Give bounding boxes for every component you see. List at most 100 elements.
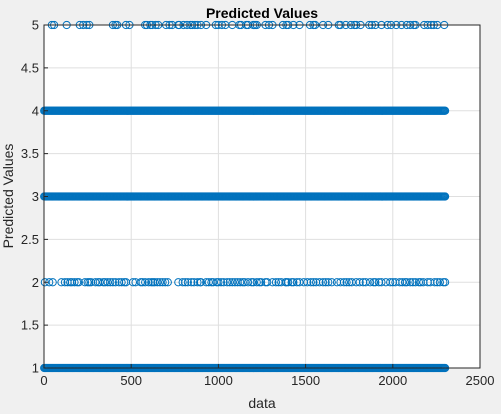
x-tick-label: 1500 bbox=[291, 373, 320, 388]
data-point bbox=[408, 278, 417, 287]
data-point bbox=[366, 278, 375, 287]
data-point bbox=[271, 278, 281, 287]
data-point bbox=[95, 278, 104, 287]
data-point bbox=[386, 278, 395, 287]
data-point bbox=[108, 278, 117, 287]
chart-title: Predicted Values bbox=[206, 5, 318, 21]
data-point bbox=[406, 278, 415, 287]
data-point bbox=[347, 278, 356, 287]
data-point bbox=[178, 278, 187, 287]
data-point bbox=[318, 278, 328, 287]
data-point bbox=[295, 278, 304, 287]
y-tick-label: 3 bbox=[32, 189, 39, 204]
data-point bbox=[216, 278, 226, 287]
y-tick-label: 4 bbox=[32, 103, 39, 118]
data-point bbox=[441, 192, 450, 201]
data-point bbox=[57, 278, 66, 287]
data-point bbox=[398, 278, 407, 287]
data-point bbox=[193, 278, 202, 287]
data-point bbox=[138, 278, 147, 287]
data-point bbox=[303, 278, 312, 287]
y-tick-labels: 1 1.5 2 2.5 3 3.5 4 4.5 5 bbox=[21, 18, 39, 376]
data-point bbox=[214, 278, 223, 287]
data-point bbox=[40, 278, 49, 287]
data-point bbox=[402, 278, 411, 287]
data-point bbox=[289, 278, 298, 287]
y-tick-label: 3.5 bbox=[21, 146, 39, 161]
data-point bbox=[306, 278, 315, 287]
data-point bbox=[315, 278, 324, 287]
x-tick-label: 2500 bbox=[466, 373, 495, 388]
x-tick-label: 0 bbox=[40, 373, 47, 388]
data-point bbox=[103, 278, 112, 287]
data-point bbox=[252, 278, 261, 287]
x-tick-label: 500 bbox=[120, 373, 142, 388]
data-point bbox=[430, 278, 439, 287]
x-tick-labels: 0 500 1000 1500 2000 2500 bbox=[40, 373, 494, 388]
data-point bbox=[111, 278, 120, 287]
data-point bbox=[150, 278, 159, 287]
data-point bbox=[204, 278, 213, 287]
data-point bbox=[441, 278, 450, 287]
data-point bbox=[371, 278, 380, 287]
data-point bbox=[377, 278, 386, 287]
x-tick-label: 1000 bbox=[204, 373, 233, 388]
data-point bbox=[435, 278, 444, 287]
data-point bbox=[223, 278, 232, 287]
x-axis-label: data bbox=[248, 395, 275, 411]
data-point bbox=[361, 278, 370, 287]
data-point bbox=[336, 278, 345, 287]
data-point bbox=[263, 278, 272, 287]
data-point bbox=[100, 278, 110, 287]
data-point bbox=[339, 278, 349, 287]
data-point bbox=[441, 106, 450, 115]
data-point bbox=[161, 278, 170, 287]
data-point bbox=[243, 278, 253, 287]
data-point bbox=[196, 278, 206, 287]
data-point bbox=[257, 278, 266, 287]
axis-ticks bbox=[43, 24, 481, 369]
y-tick-label: 4.5 bbox=[21, 60, 39, 75]
data-point bbox=[228, 278, 237, 287]
data-point bbox=[355, 278, 364, 287]
data-point bbox=[187, 278, 196, 287]
data-point bbox=[321, 278, 330, 287]
data-point bbox=[106, 278, 115, 287]
data-point bbox=[117, 278, 126, 287]
data-point bbox=[91, 278, 100, 287]
data-point bbox=[236, 278, 245, 287]
data-point bbox=[141, 278, 150, 287]
data-point bbox=[342, 278, 351, 287]
data-point bbox=[249, 278, 258, 287]
data-point bbox=[158, 278, 167, 287]
data-point bbox=[324, 278, 333, 287]
y-tick-label: 5 bbox=[32, 18, 39, 33]
y-tick-label: 2 bbox=[32, 275, 39, 290]
data-point bbox=[128, 278, 138, 287]
data-point bbox=[284, 278, 293, 287]
data-point bbox=[209, 278, 218, 287]
data-point bbox=[309, 278, 318, 287]
x-tick-label: 2000 bbox=[378, 373, 407, 388]
data-point bbox=[433, 278, 442, 287]
data-point bbox=[411, 278, 420, 287]
data-point bbox=[268, 278, 277, 287]
data-point bbox=[163, 278, 172, 287]
data-point bbox=[327, 278, 336, 287]
data-point bbox=[80, 278, 90, 287]
y-tick-label: 2.5 bbox=[21, 232, 39, 247]
y-tick-label: 1 bbox=[32, 361, 39, 376]
data-point bbox=[155, 278, 165, 287]
data-point bbox=[70, 278, 79, 287]
data-point bbox=[225, 278, 234, 287]
data-point bbox=[181, 278, 190, 287]
data-point bbox=[144, 278, 153, 287]
data-point bbox=[153, 278, 162, 287]
data-point bbox=[219, 278, 228, 287]
y-axis-label: Predicted Values bbox=[0, 144, 16, 249]
data-point bbox=[183, 278, 192, 287]
data-point bbox=[74, 278, 83, 287]
y-tick-label: 1.5 bbox=[21, 318, 39, 333]
data-point bbox=[230, 278, 240, 287]
